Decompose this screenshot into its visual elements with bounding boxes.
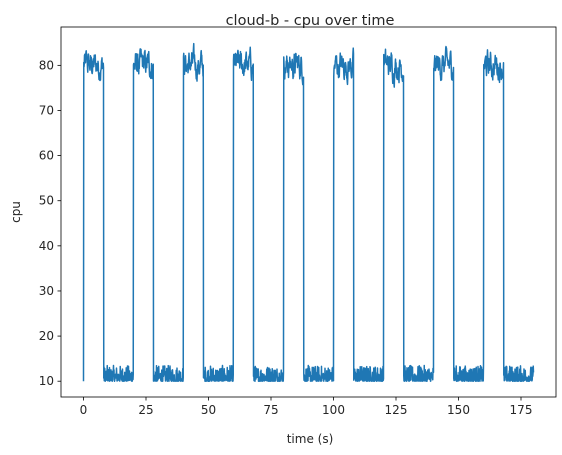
series-line-cpu <box>82 42 535 382</box>
y-axis: 10 20 30 40 50 60 70 80 <box>39 58 61 388</box>
x-tick-label: 125 <box>385 403 408 417</box>
x-axis-title: time (s) <box>287 432 334 446</box>
y-tick-label: 10 <box>39 374 54 388</box>
x-axis: 0 25 50 75 100 125 150 175 <box>80 397 533 417</box>
x-tick-label: 0 <box>80 403 88 417</box>
y-axis-title: cpu <box>9 201 23 223</box>
y-tick-label: 30 <box>39 284 54 298</box>
plot-area <box>82 42 535 382</box>
x-tick-label: 150 <box>447 403 470 417</box>
chart-title: cloud-b - cpu over time <box>226 13 395 29</box>
y-tick-label: 20 <box>39 329 54 343</box>
y-tick-label: 80 <box>39 58 54 72</box>
x-tick-label: 75 <box>263 403 278 417</box>
y-tick-label: 70 <box>39 103 54 117</box>
x-tick-label: 25 <box>138 403 153 417</box>
y-tick-label: 50 <box>39 194 54 208</box>
y-tick-label: 40 <box>39 239 54 253</box>
y-tick-label: 60 <box>39 149 54 163</box>
axes-frame <box>60 26 557 398</box>
x-tick-label: 100 <box>322 403 345 417</box>
x-tick-label: 50 <box>201 403 216 417</box>
x-tick-label: 175 <box>510 403 533 417</box>
